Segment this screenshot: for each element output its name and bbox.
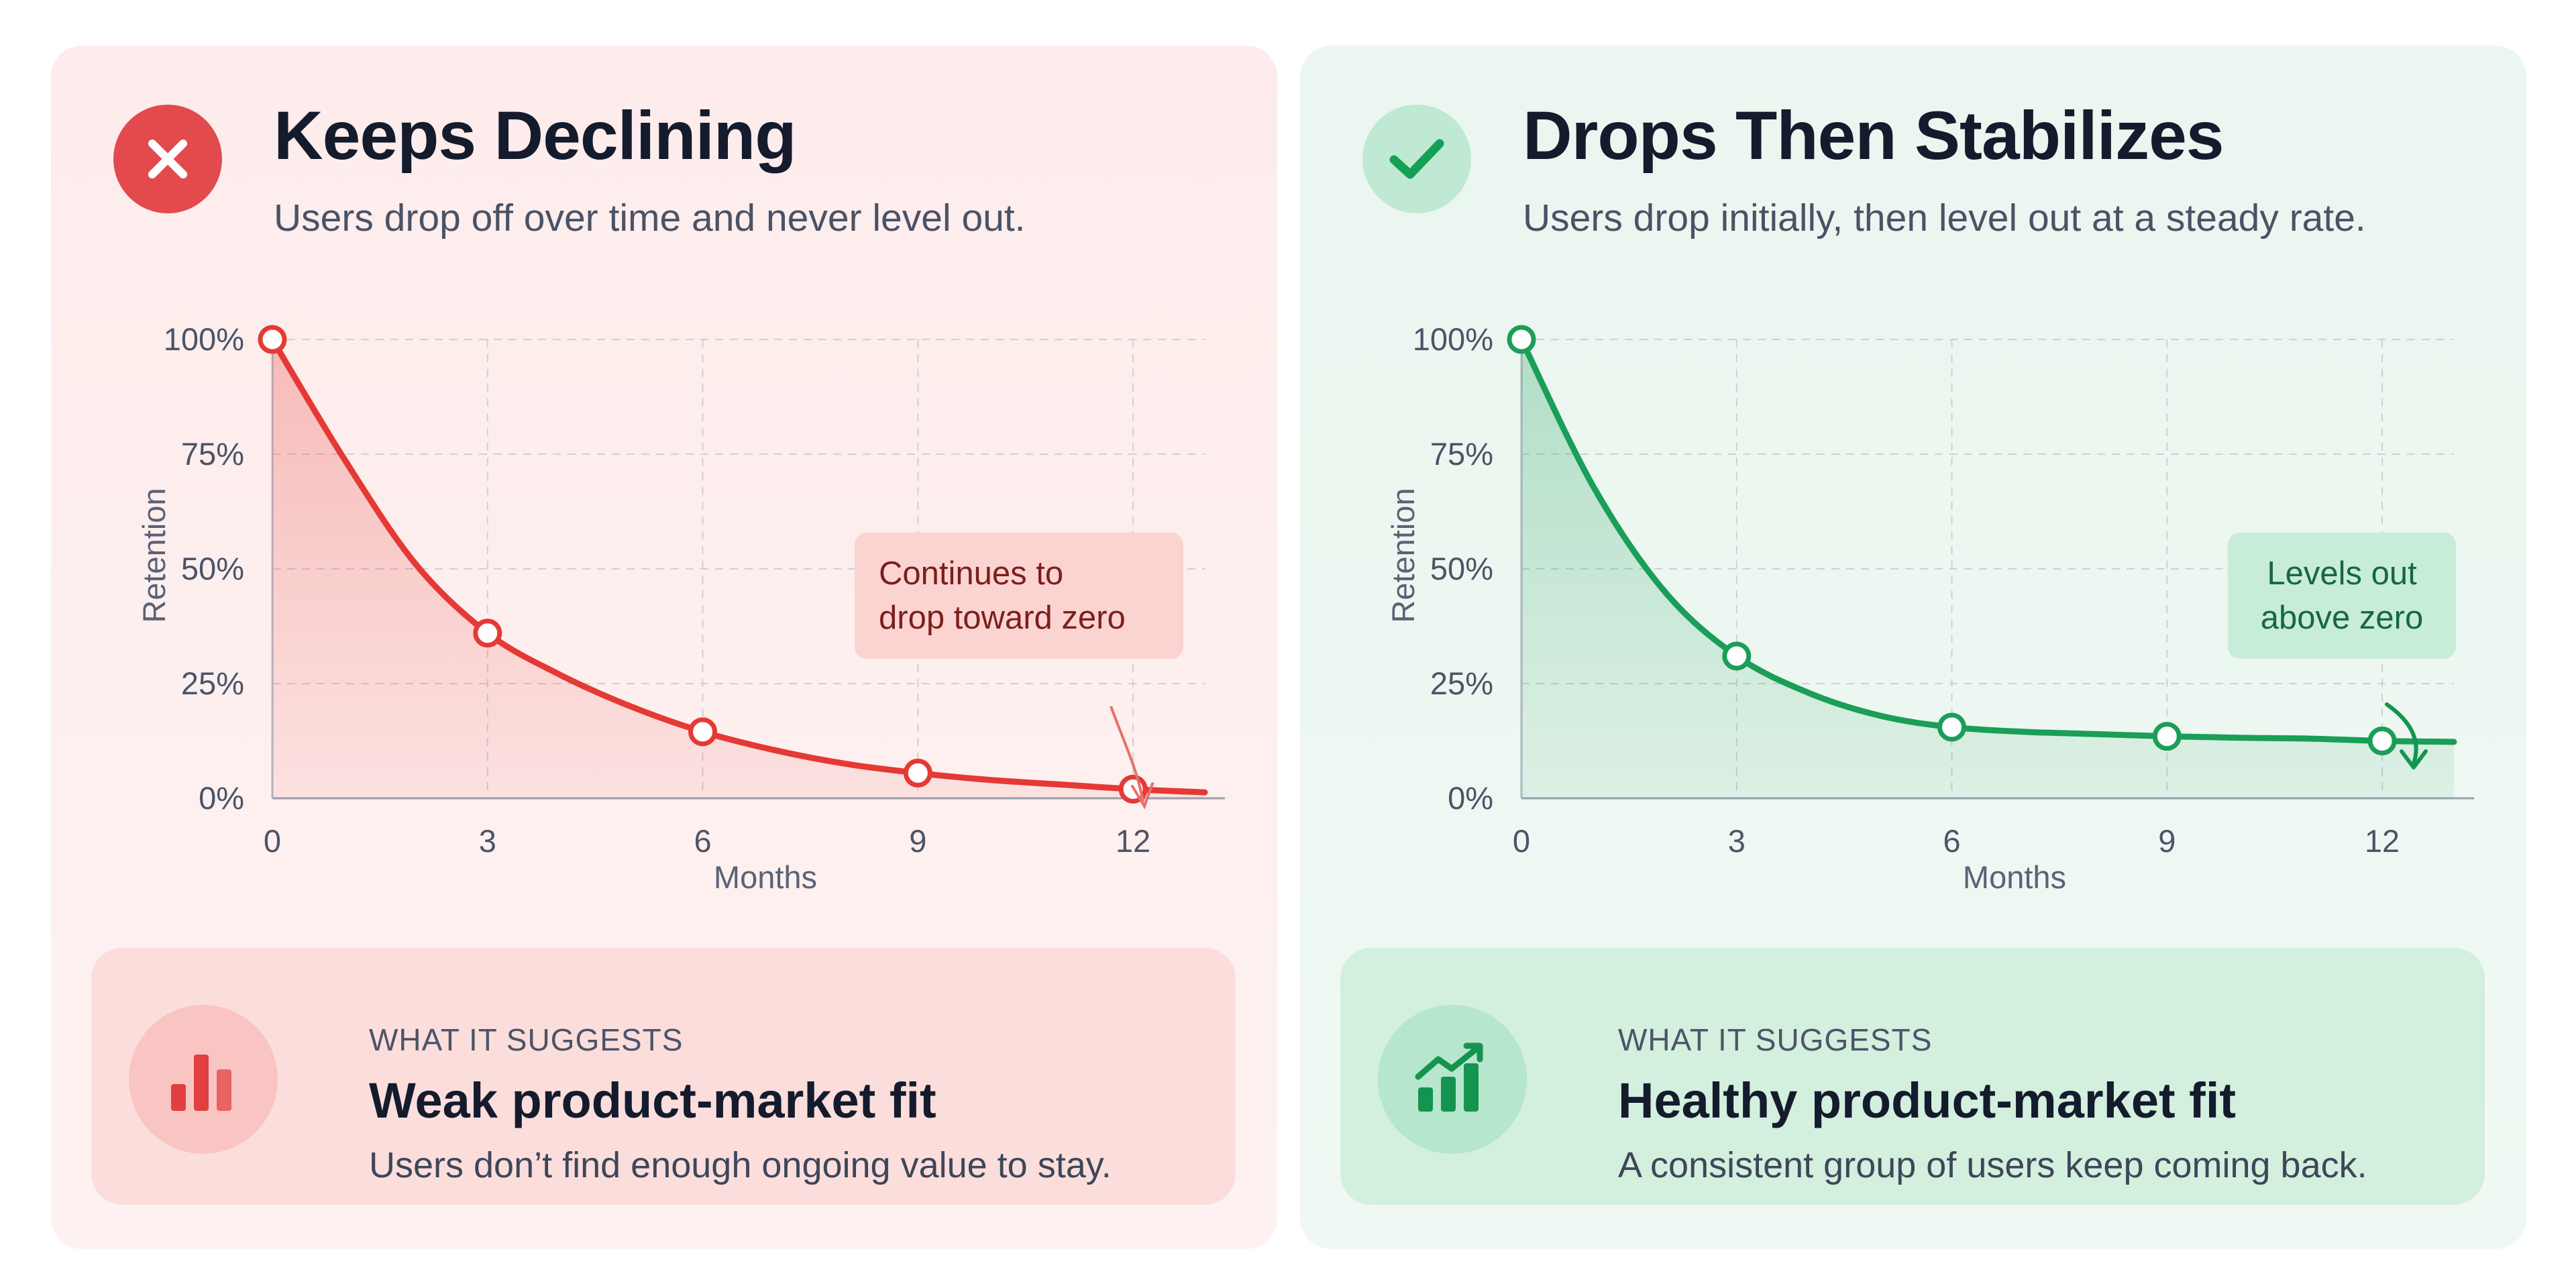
data-point <box>903 758 932 788</box>
declining-panel: Keeps Declining Users drop off over time… <box>51 46 1277 1249</box>
card-text: A consistent group of users keep coming … <box>1618 1145 2367 1185</box>
x-tick-label: 6 <box>694 823 711 859</box>
checkmark-icon <box>1362 105 1471 213</box>
y-axis-label: Retention <box>1385 488 1421 623</box>
x-tick-label: 3 <box>1728 823 1746 859</box>
data-point <box>2152 722 2182 751</box>
panel-subtitle: Users drop off over time and never level… <box>274 197 1026 239</box>
x-tick-label: 12 <box>2365 823 2400 859</box>
x-tick-label: 0 <box>1513 823 1530 859</box>
data-point <box>2367 727 2397 755</box>
card-kicker: WHAT IT SUGGESTS <box>369 1022 684 1057</box>
panel-subtitle: Users drop initially, then level out at … <box>1523 197 2366 239</box>
callout-arrow <box>1110 706 1144 803</box>
card-text: Users don’t find enough ongoing value to… <box>369 1145 1112 1185</box>
y-tick-label: 0% <box>1448 780 1493 816</box>
x-axis-label: Months <box>1963 859 2066 895</box>
suggestion-card: WHAT IT SUGGESTS Weak product-market fit… <box>91 948 1236 1205</box>
y-tick-label: 50% <box>181 551 244 586</box>
chart-callout: Levels out above zero <box>2228 533 2456 659</box>
y-axis-label: Retention <box>136 488 172 623</box>
x-tick-label: 0 <box>264 823 281 859</box>
data-point <box>1937 712 1967 742</box>
y-tick-label: 100% <box>1413 321 1493 357</box>
data-point <box>258 325 287 354</box>
callout-arrow-head <box>2400 749 2428 769</box>
card-heading: Weak product-market fit <box>369 1073 936 1128</box>
data-point <box>688 717 718 747</box>
x-mark-icon <box>113 105 222 213</box>
series-area <box>1521 339 2454 798</box>
data-point <box>473 619 502 648</box>
panel-title: Drops Then Stabilizes <box>1523 97 2224 174</box>
stabilizes-panel: Drops Then Stabilizes Users drop initial… <box>1300 46 2526 1249</box>
x-tick-label: 9 <box>909 823 926 859</box>
y-tick-label: 25% <box>1430 665 1493 701</box>
callout-arrow <box>2385 702 2418 765</box>
x-tick-label: 9 <box>2158 823 2176 859</box>
trending-up-chart-icon <box>1378 1005 1527 1154</box>
y-tick-label: 25% <box>181 665 244 701</box>
y-tick-label: 75% <box>1430 436 1493 472</box>
bar-chart-icon <box>129 1005 278 1154</box>
y-tick-label: 75% <box>181 436 244 472</box>
x-axis-label: Months <box>714 859 817 895</box>
x-tick-label: 3 <box>479 823 496 859</box>
data-point <box>1507 325 1536 354</box>
y-tick-label: 50% <box>1430 551 1493 586</box>
chart-callout: Continues to drop toward zero <box>855 533 1183 659</box>
panel-title: Keeps Declining <box>274 97 797 174</box>
series-area <box>272 339 1205 798</box>
y-tick-label: 0% <box>199 780 244 816</box>
card-kicker: WHAT IT SUGGESTS <box>1618 1022 1933 1057</box>
y-tick-label: 100% <box>164 321 244 357</box>
x-tick-label: 12 <box>1116 823 1150 859</box>
data-point <box>1722 641 1752 671</box>
retention-chart-stabilizes: 0% 25% 50% 75% 100% 0 3 6 9 12 Months Retention <box>1385 321 2474 895</box>
retention-chart-declining: 0% 25% 50% 75% 100% 0 3 6 9 12 Months Retention <box>136 321 1225 895</box>
x-tick-label: 6 <box>1943 823 1960 859</box>
callout-arrow-head <box>1131 782 1154 810</box>
card-heading: Healthy product-market fit <box>1618 1073 2237 1128</box>
suggestion-card: WHAT IT SUGGESTS Healthy product-market … <box>1340 948 2485 1205</box>
